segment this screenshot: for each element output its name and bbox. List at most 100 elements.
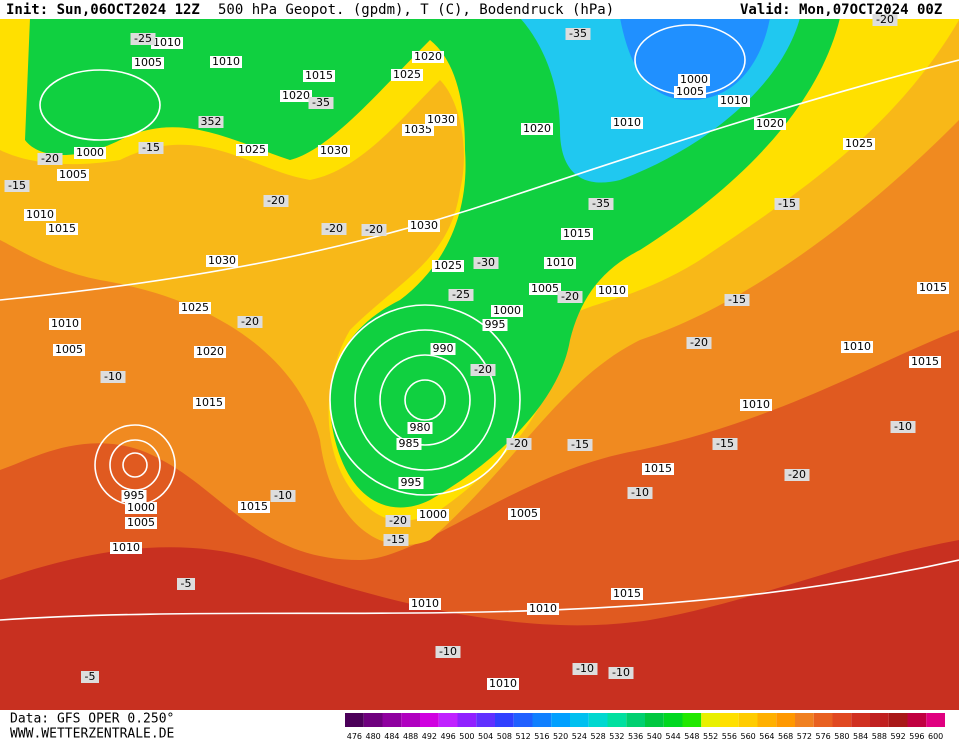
pressure-label-box xyxy=(596,285,628,297)
temperature-label-box xyxy=(270,490,296,502)
pressure-label: 1025 xyxy=(845,137,873,150)
colorbar-tick: 564 xyxy=(759,732,774,741)
temperature-label-box xyxy=(321,223,347,235)
colorbar-tick: 560 xyxy=(740,732,755,741)
pressure-label-box xyxy=(110,542,142,554)
pressure-label: 1005 xyxy=(55,343,83,356)
temperature-label: -15 xyxy=(142,141,160,154)
temperature-label-box xyxy=(81,671,99,683)
temperature-label: -20 xyxy=(267,194,285,207)
colorbar-tick: 540 xyxy=(647,732,662,741)
colorbar-cell xyxy=(588,713,608,727)
pressure-label: 1015 xyxy=(613,587,641,600)
pressure-label: 1015 xyxy=(305,69,333,82)
pressure-label-box xyxy=(430,343,456,355)
pressure-label: 1015 xyxy=(563,227,591,240)
pressure-label-box xyxy=(841,341,873,353)
pressure-label: 1025 xyxy=(393,68,421,81)
colorbar-tick: 576 xyxy=(815,732,830,741)
pressure-label-box xyxy=(544,257,576,269)
colorbar-cell xyxy=(570,713,589,727)
pressure-label: 1010 xyxy=(489,677,517,690)
colorbar-tick: 532 xyxy=(609,732,624,741)
pressure-label: 1010 xyxy=(153,36,181,49)
temperature-label-box xyxy=(627,487,653,499)
colorbar-tick: 600 xyxy=(928,732,943,741)
colorbar-tick: 592 xyxy=(890,732,905,741)
pressure-label: 1020 xyxy=(196,345,224,358)
colorbar-cell xyxy=(757,713,777,727)
temperature-label-box xyxy=(506,438,532,450)
pressure-label: 1010 xyxy=(529,602,557,615)
pressure-label-box xyxy=(391,69,423,81)
colorbar-tick: 552 xyxy=(703,732,718,741)
pressure-label: 1015 xyxy=(48,222,76,235)
colorbar-cell xyxy=(832,713,852,727)
colorbar-tick: 596 xyxy=(909,732,924,741)
colorbar-cell xyxy=(438,713,458,727)
colorbar-tick: 480 xyxy=(365,732,380,741)
temperature-label: -20 xyxy=(241,315,259,328)
pressure-label: 1000 xyxy=(127,501,155,514)
pressure-label: 1010 xyxy=(720,94,748,107)
colorbar-tick: 548 xyxy=(684,732,699,741)
pressure-label: 1015 xyxy=(911,355,939,368)
temperature-label: -10 xyxy=(612,666,630,679)
pressure-label: 995 xyxy=(485,318,506,331)
pressure-label-box xyxy=(46,223,78,235)
pressure-label: 1010 xyxy=(613,116,641,129)
colorbar-tick: 544 xyxy=(665,732,680,741)
colorbar-cell xyxy=(738,713,758,727)
pressure-label: 1010 xyxy=(212,55,240,68)
temperature-label: -10 xyxy=(104,370,122,383)
pressure-label: 1020 xyxy=(414,50,442,63)
colorbar-cell xyxy=(645,713,664,727)
colorbar-tick: 488 xyxy=(403,732,418,741)
pressure-label-box xyxy=(754,118,786,130)
temperature-label-box xyxy=(565,28,591,40)
pressure-label-box xyxy=(529,283,561,295)
colorbar-cell xyxy=(776,713,795,727)
colorbar-tick: 536 xyxy=(628,732,643,741)
colorbar-tick: 496 xyxy=(440,732,455,741)
temperature-label-box xyxy=(177,578,195,590)
temperature-label: -20 xyxy=(788,468,806,481)
temperature-label-box xyxy=(308,97,334,109)
pressure-label-box xyxy=(611,117,643,129)
temperature-label: -10 xyxy=(631,486,649,499)
pressure-label-box xyxy=(280,90,312,102)
temperature-label-box xyxy=(572,663,598,675)
pressure-label: 1015 xyxy=(195,396,223,409)
pressure-label-box xyxy=(49,318,81,330)
temperature-label-box xyxy=(686,337,712,349)
pressure-label-box xyxy=(561,228,593,240)
temperature-label-box xyxy=(557,291,583,303)
temperature-label-box xyxy=(237,316,263,328)
colorbar-cell xyxy=(551,713,570,727)
pressure-label-box xyxy=(521,123,553,135)
pressure-label-box xyxy=(409,598,441,610)
colorbar-tick: 580 xyxy=(834,732,849,741)
pressure-label: 1015 xyxy=(919,281,947,294)
colorbar-tick: 524 xyxy=(572,732,587,741)
pressure-label-box xyxy=(674,86,706,98)
temperature-label-box xyxy=(712,438,738,450)
pressure-label-box xyxy=(432,260,464,272)
temperature-label: -35 xyxy=(312,96,330,109)
temperature-label-box xyxy=(784,469,810,481)
pressure-label: 1030 xyxy=(410,219,438,232)
temperature-label-box xyxy=(100,371,126,383)
data-source: Data: GFS OPER 0.250° xyxy=(10,712,174,727)
pressure-label-box xyxy=(303,70,335,82)
valid-time: Valid: Mon,07OCT2024 00Z xyxy=(740,2,942,18)
colorbar-cell xyxy=(513,713,533,727)
pressure-label-box xyxy=(408,220,440,232)
pressure-label: 1010 xyxy=(598,284,626,297)
colorbar-cell xyxy=(420,713,439,727)
pressure-label-box xyxy=(482,319,508,331)
pressure-label: 1030 xyxy=(320,144,348,157)
colorbar-cell xyxy=(363,713,383,727)
pressure-label-box xyxy=(491,305,523,317)
colorbar-cell xyxy=(926,713,945,727)
pressure-label-box xyxy=(527,603,559,615)
